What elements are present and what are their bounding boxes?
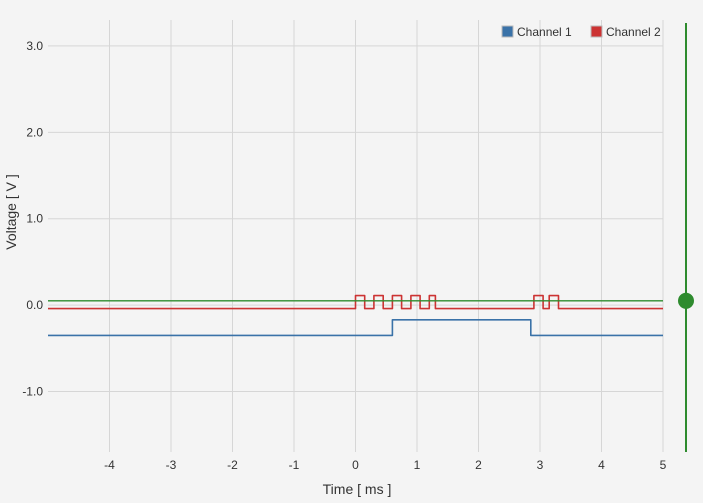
x-tick-label: 1 bbox=[414, 458, 421, 472]
legend-swatch-channel-2 bbox=[590, 25, 603, 38]
x-tick-label: -1 bbox=[289, 458, 300, 472]
x-tick-label: -4 bbox=[104, 458, 115, 472]
legend-swatch-channel-1 bbox=[501, 25, 514, 38]
series-lines bbox=[48, 294, 663, 337]
legend-item-channel-1[interactable]: Channel 1 bbox=[501, 25, 572, 39]
legend-item-channel-2[interactable]: Channel 2 bbox=[590, 25, 661, 39]
x-tick-label: 4 bbox=[598, 458, 605, 472]
y-axis-title: Voltage [ V ] bbox=[3, 174, 19, 250]
x-tick-label: 0 bbox=[352, 458, 359, 472]
legend-label-channel-1: Channel 1 bbox=[517, 25, 572, 39]
y-tick-labels: 3.0 2.0 1.0 0.0 -1.0 bbox=[22, 39, 43, 399]
series-line-channel-2 bbox=[48, 294, 663, 310]
y-tick-label: 1.0 bbox=[26, 212, 43, 226]
series-line-channel-1 bbox=[48, 318, 663, 337]
x-axis-title: Time [ ms ] bbox=[323, 481, 392, 497]
x-tick-label: 5 bbox=[660, 458, 667, 472]
x-tick-label: 3 bbox=[537, 458, 544, 472]
x-grid-lines bbox=[109, 20, 664, 452]
x-tick-labels: -4 -3 -2 -1 0 1 2 3 4 5 bbox=[104, 458, 666, 472]
x-tick-label: -3 bbox=[166, 458, 177, 472]
y-tick-label: -1.0 bbox=[22, 385, 43, 399]
y-tick-label: 0.0 bbox=[26, 298, 43, 312]
y-tick-label: 2.0 bbox=[26, 125, 43, 139]
legend-label-channel-2: Channel 2 bbox=[606, 25, 661, 39]
x-tick-label: 2 bbox=[475, 458, 482, 472]
legend: Channel 1 Channel 2 bbox=[501, 25, 661, 39]
y-tick-label: 3.0 bbox=[26, 39, 43, 53]
trigger-slider-handle[interactable] bbox=[678, 292, 694, 309]
x-tick-label: -2 bbox=[227, 458, 238, 472]
